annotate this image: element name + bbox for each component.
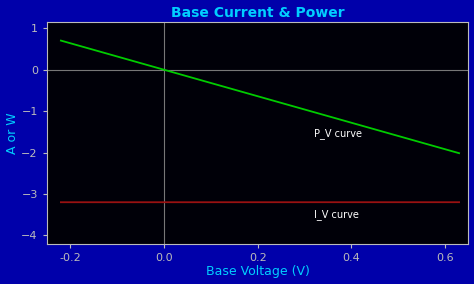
Text: P_V curve: P_V curve (314, 128, 362, 139)
Y-axis label: A or W: A or W (6, 112, 18, 154)
Text: I_V curve: I_V curve (314, 209, 359, 220)
X-axis label: Base Voltage (V): Base Voltage (V) (206, 266, 310, 278)
Title: Base Current & Power: Base Current & Power (171, 6, 345, 20)
